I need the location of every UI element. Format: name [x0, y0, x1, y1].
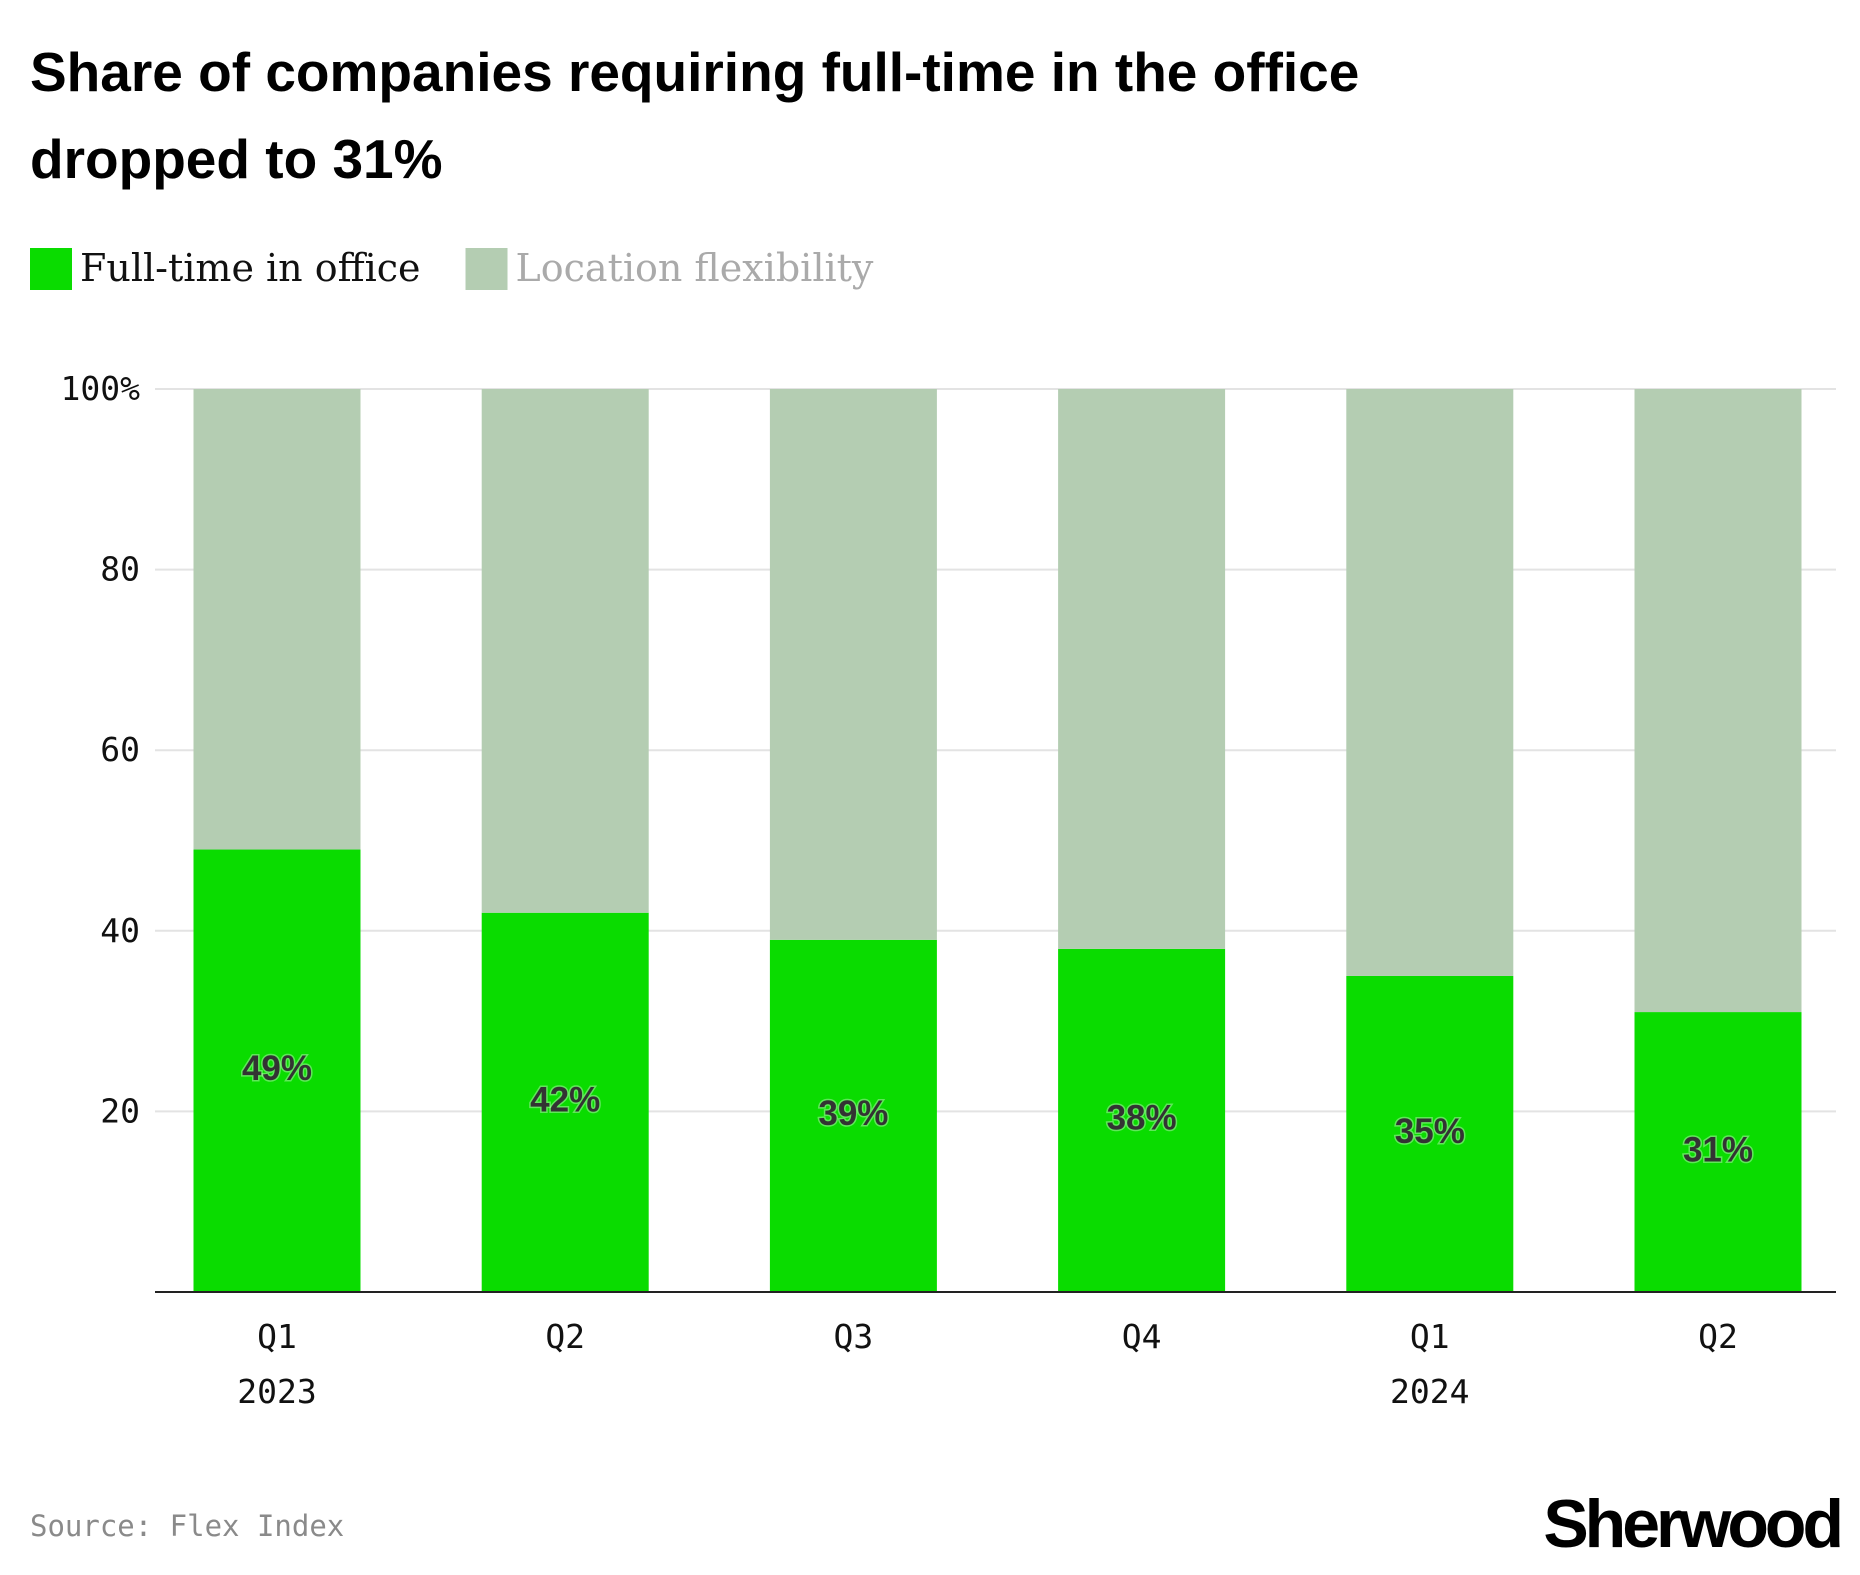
value-label: 42% [530, 1081, 600, 1120]
y-tick-label: 80 [100, 550, 140, 589]
x-tick-label: Q1 [257, 1317, 297, 1356]
value-label: 31% [1683, 1130, 1753, 1169]
value-label: 39% [818, 1094, 888, 1133]
bar-segment [769, 389, 937, 940]
value-label: 49% [242, 1049, 312, 1088]
x-tick-label: 2023 [237, 1372, 316, 1411]
legend-label: Location flexibility [516, 246, 874, 290]
x-tick-label: Q4 [1122, 1317, 1162, 1356]
bar-segment [193, 389, 361, 850]
legend-swatch [465, 248, 508, 290]
x-tick-label: Q3 [834, 1317, 874, 1356]
x-tick-label: Q1 [1410, 1317, 1450, 1356]
bar-segment [1346, 975, 1514, 1292]
bar-segment [481, 912, 649, 1292]
x-tick-label: Q2 [545, 1317, 585, 1356]
bar-segment [1634, 1012, 1802, 1292]
legend-swatch [30, 248, 72, 290]
logo: Sherwood [1543, 1486, 1840, 1562]
y-tick-label: 100% [61, 369, 141, 408]
x-tick-label: Q2 [1698, 1317, 1738, 1356]
bar-segment [1634, 389, 1802, 1013]
bar-segment [1058, 389, 1226, 949]
y-tick-label: 60 [100, 730, 140, 769]
value-label: 38% [1107, 1099, 1177, 1138]
value-label: 35% [1395, 1112, 1465, 1151]
legend-label: Full-time in office [80, 246, 421, 290]
bar-segment [1058, 948, 1226, 1292]
bar-segment [1346, 389, 1514, 976]
bar-segment [769, 939, 937, 1292]
chart-title: dropped to 31% [30, 128, 443, 190]
x-tick-label: 2024 [1390, 1372, 1469, 1411]
bar-segment [193, 849, 361, 1292]
y-tick-label: 40 [100, 911, 140, 950]
bar-segment [481, 389, 649, 913]
chart-title: Share of companies requiring full-time i… [30, 41, 1359, 103]
source: Source: Flex Index [30, 1509, 344, 1543]
y-tick-label: 20 [100, 1091, 140, 1130]
